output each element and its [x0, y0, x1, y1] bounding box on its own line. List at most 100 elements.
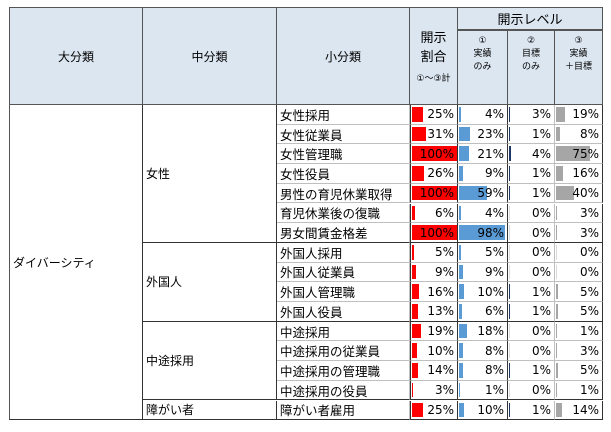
minor-item: 外国人管理職 — [277, 282, 410, 302]
bar-actual — [459, 107, 461, 122]
level-actual-l1: 実績 — [473, 49, 492, 59]
value-text: 31% — [427, 127, 454, 142]
minor-item: 育児休業後の復職 — [277, 203, 410, 224]
bar-actual — [459, 363, 463, 378]
value-target: 0% — [508, 262, 555, 283]
minor-item: 外国人採用 — [277, 242, 410, 263]
level-both-l1: 実績 — [569, 49, 588, 59]
value-text: 13% — [427, 304, 454, 319]
value-text: 4% — [484, 205, 504, 220]
value-text: 6% — [434, 205, 454, 220]
value-both: 0% — [555, 262, 603, 283]
minor-item: 中途採用の役員 — [277, 380, 410, 401]
bar-ratio — [412, 264, 417, 280]
bar-actual — [459, 225, 506, 240]
bar-ratio — [412, 323, 421, 339]
bar-ratio — [412, 205, 415, 221]
bar-both — [556, 264, 557, 280]
value-text: 10% — [427, 343, 454, 358]
value-both: 3% — [555, 341, 603, 362]
minor-item: 外国人従業員 — [277, 262, 410, 283]
value-text: 4% — [484, 107, 504, 122]
bar-actual — [459, 382, 460, 398]
bar-ratio — [412, 363, 419, 378]
bar-ratio — [412, 225, 457, 240]
ratio-label-1: 開示 — [420, 31, 447, 46]
value-actual: 18% — [458, 321, 508, 342]
bar-target — [509, 343, 510, 359]
bar-ratio — [412, 402, 424, 418]
value-target: 0% — [508, 321, 555, 342]
minor-item: 女性役員 — [277, 164, 410, 184]
value-text: 0% — [531, 264, 551, 279]
value-text: 100% — [419, 225, 454, 240]
value-text: 23% — [477, 127, 504, 142]
value-ratio: 25% — [410, 400, 458, 421]
value-both: 0% — [555, 242, 603, 263]
value-text: 1% — [531, 127, 551, 142]
value-text: 40% — [572, 186, 599, 201]
value-text: 16% — [427, 284, 454, 299]
level-actual-l2: のみ — [473, 62, 492, 72]
value-both: 1% — [555, 321, 603, 342]
value-both: 5% — [555, 361, 603, 381]
value-text: 1% — [531, 284, 551, 299]
bar-both — [556, 126, 560, 142]
value-both: 75% — [555, 144, 603, 165]
minor-item: 中途採用の管理職 — [277, 361, 410, 381]
value-ratio: 9% — [410, 262, 458, 283]
value-text: 100% — [419, 146, 454, 161]
value-actual: 4% — [458, 105, 508, 125]
header-middle: 中分類 — [143, 7, 277, 105]
value-ratio: 10% — [410, 341, 458, 362]
middle-category: 女性 — [143, 105, 277, 243]
value-text: 5% — [579, 284, 599, 299]
value-ratio: 3% — [410, 380, 458, 401]
value-both: 1% — [555, 380, 603, 401]
bar-ratio — [412, 166, 424, 181]
value-actual: 10% — [458, 282, 508, 302]
value-target: 1% — [508, 400, 555, 421]
value-target: 1% — [508, 124, 555, 145]
value-target: 1% — [508, 164, 555, 184]
bar-both — [556, 323, 557, 339]
bar-ratio — [412, 284, 420, 299]
value-both: 5% — [555, 282, 603, 302]
header-level-both: ③ 実績 ＋目標 — [555, 30, 603, 105]
value-both: 3% — [555, 223, 603, 243]
header-level: 開示レベル — [458, 7, 603, 30]
value-both: 19% — [555, 105, 603, 125]
value-text: 0% — [531, 343, 551, 358]
bar-target — [509, 284, 510, 299]
value-text: 19% — [572, 107, 599, 122]
minor-item: 女性従業員 — [277, 124, 410, 145]
bar-both — [556, 363, 559, 378]
bar-target — [509, 146, 511, 162]
ratio-label-2: 割合 — [420, 50, 447, 65]
bar-actual — [459, 146, 469, 162]
value-text: 4% — [531, 146, 551, 161]
value-text: 1% — [531, 166, 551, 181]
value-text: 5% — [579, 304, 599, 319]
bar-target — [509, 205, 510, 221]
level-both-num: ③ — [574, 36, 583, 46]
value-text: 59% — [477, 186, 504, 201]
bar-target — [509, 402, 510, 418]
value-text: 5% — [484, 245, 504, 260]
value-target: 0% — [508, 380, 555, 401]
bar-actual — [459, 343, 463, 359]
bar-ratio — [412, 126, 426, 142]
value-text: 9% — [434, 264, 454, 279]
value-text: 0% — [531, 225, 551, 240]
value-text: 1% — [579, 383, 599, 398]
value-ratio: 13% — [410, 302, 458, 322]
bar-both — [556, 225, 558, 240]
value-ratio: 19% — [410, 321, 458, 342]
header-level-target: ② 目標 のみ — [508, 30, 555, 105]
value-text: 0% — [531, 205, 551, 220]
value-actual: 6% — [458, 302, 508, 322]
bar-both — [556, 402, 563, 418]
value-text: 1% — [484, 383, 504, 398]
bar-both — [556, 107, 565, 122]
bar-target — [509, 225, 510, 240]
